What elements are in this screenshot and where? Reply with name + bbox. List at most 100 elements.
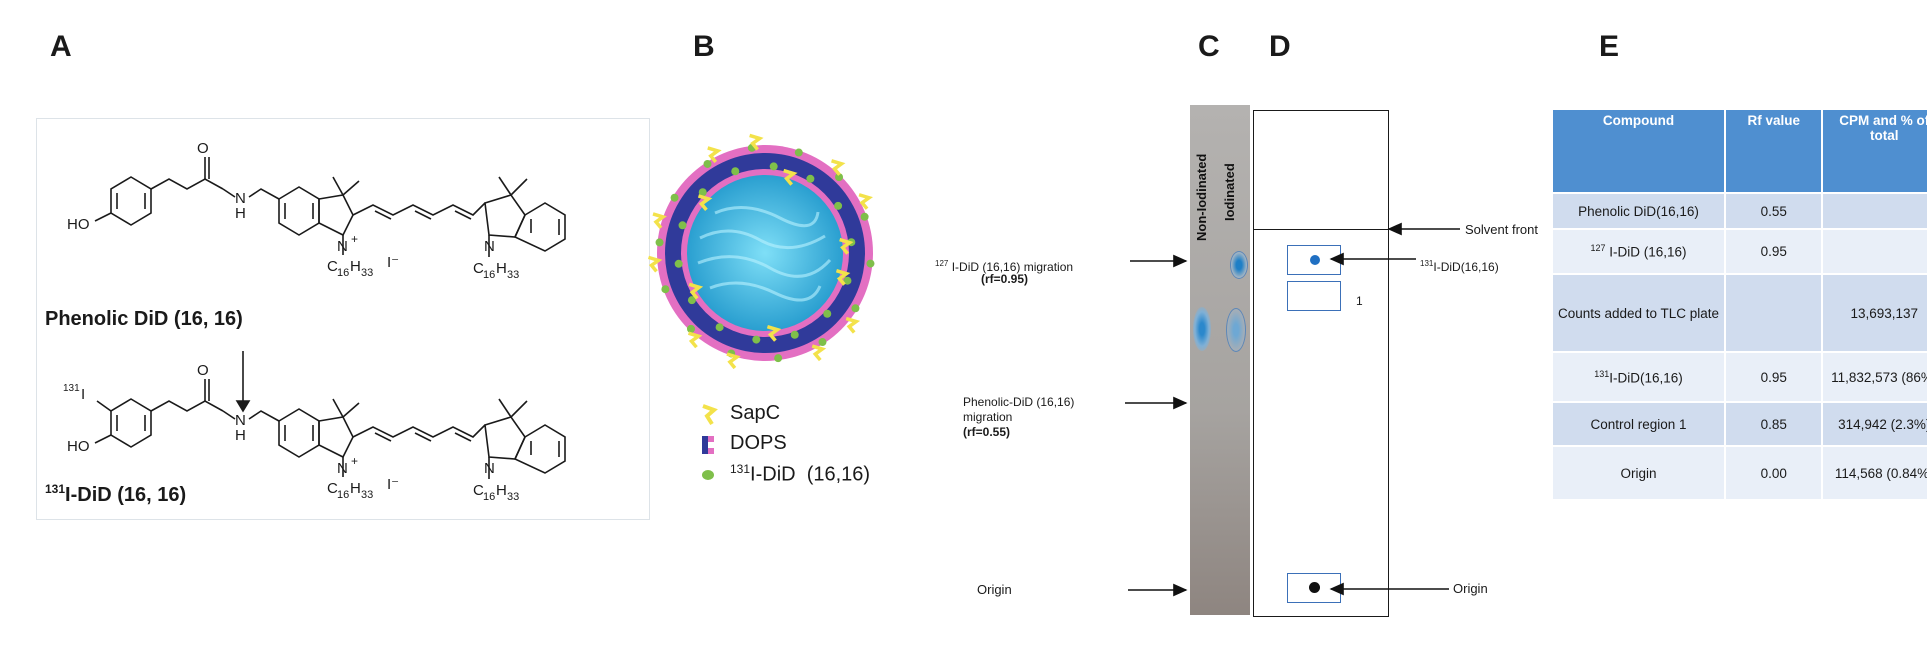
bottom-molecule — [94, 379, 566, 479]
chain-h-left: H — [350, 258, 361, 275]
indolium-n-label-2: N — [337, 460, 348, 477]
table-row: Counts added to TLC plate 13,693,137 — [1550, 273, 1927, 353]
label-solvent-front: Solvent front — [1465, 222, 1538, 237]
cell-rf: 0.95 — [1724, 351, 1824, 403]
label-127i-migration: 127 I-DiD (16,16) migration — [935, 259, 1074, 274]
chain-h-left-2: H — [350, 480, 361, 497]
table-row: 127 I-DiD (16,16) 0.95 — [1550, 228, 1927, 275]
chain-h-sub-left-2: 33 — [361, 489, 373, 501]
chain-c-right-2: C — [473, 482, 484, 499]
indolium-n-label: N — [337, 238, 348, 255]
sapc-mark — [858, 193, 873, 210]
nitrogen-label-2: N — [235, 412, 246, 429]
did-dot — [655, 238, 664, 247]
top-molecule — [94, 157, 566, 413]
cell-compound: Origin — [1550, 445, 1727, 501]
sapc-mark — [749, 133, 764, 151]
indoline-n-label-2: N — [484, 460, 495, 477]
chain-h-sub-right-2: 33 — [507, 491, 519, 503]
sapc-mark — [831, 159, 846, 176]
hydroxyl-label: HO — [67, 216, 90, 233]
label-origin-d: Origin — [1453, 581, 1488, 596]
sapc-mark — [783, 168, 798, 186]
label-origin-c: Origin — [977, 582, 1012, 597]
bottom-compound-name: 131I-DiD (16, 16) — [45, 482, 186, 506]
chain-c-left-2: C — [327, 480, 338, 497]
iodine-isotope: 131 — [63, 383, 80, 394]
cell-cpm — [1821, 228, 1927, 275]
chain-c-sub-right-2: 16 — [483, 491, 495, 503]
cell-compound: Control region 1 — [1550, 401, 1727, 447]
cell-rf — [1724, 273, 1824, 353]
legend-label-did: 131I-DiD (16,16) — [730, 462, 871, 486]
panel-a-structures: O N H HO N + I⁻ N C 16 H 33 C 16 H 33 Ph… — [36, 118, 650, 520]
cell-cpm: 114,568 (0.84%) — [1821, 445, 1927, 501]
did-dots — [655, 143, 875, 363]
iodine-label: I — [81, 386, 85, 403]
panel-label-a: A — [50, 30, 72, 63]
label-127i-rf: (rf=0.95) — [981, 272, 1029, 286]
cell-rf: 0.00 — [1724, 445, 1824, 501]
did-dot — [670, 193, 679, 202]
did-dot — [860, 212, 869, 221]
legend-label-dops: DOPS — [730, 432, 787, 454]
table-row: Phenolic DiD(16,16) 0.55 — [1550, 192, 1927, 230]
did-dot — [851, 304, 860, 313]
hydroxyl-label-2: HO — [67, 438, 90, 455]
top-compound-name: Phenolic DiD (16, 16) — [45, 308, 243, 330]
cell-compound: Phenolic DiD(16,16) — [1550, 192, 1727, 230]
did-dot — [703, 159, 712, 168]
solvent-front-line — [1254, 229, 1388, 230]
control-region-number: 1 — [1356, 294, 1363, 308]
control-region-box — [1287, 281, 1341, 311]
spot-phenolic-iodinated — [1226, 308, 1246, 352]
chain-h-sub-left: 33 — [361, 267, 373, 279]
did-dot — [843, 276, 852, 285]
did-dot — [678, 221, 687, 230]
spot-phenolic-noniodinated — [1193, 307, 1211, 351]
sapc-mark — [647, 255, 663, 273]
panel-label-b: B — [693, 30, 715, 63]
tlc-diagram: 1 — [1253, 110, 1389, 617]
did-dot — [818, 338, 827, 347]
chain-h-right-2: H — [496, 482, 507, 499]
oxygen-label: O — [197, 140, 209, 157]
panel-label-d: D — [1269, 30, 1291, 63]
header-rf: Rf value — [1724, 108, 1824, 194]
cell-rf: 0.85 — [1724, 401, 1824, 447]
spot-origin — [1309, 582, 1320, 593]
sapc-mark — [811, 344, 827, 362]
sapc-mark — [726, 352, 741, 370]
tlc-plate-image: Non-Iodinated Iodinated — [1190, 105, 1250, 615]
header-cpm: CPM and % of total — [1821, 108, 1927, 194]
cell-rf: 0.95 — [1724, 228, 1824, 275]
cell-compound: 127 I-DiD (16,16) — [1550, 228, 1727, 275]
table-row: Origin 0.00 114,568 (0.84%) — [1550, 445, 1927, 501]
cell-cpm — [1821, 192, 1927, 230]
sapc-mark — [839, 237, 854, 255]
did-dot — [661, 285, 670, 294]
aqueous-core — [687, 175, 843, 331]
did-dot — [698, 188, 707, 197]
did-dot — [752, 335, 761, 344]
header-compound: Compound — [1550, 108, 1727, 194]
liposome-diagram — [647, 133, 875, 370]
amide-h-label: H — [235, 205, 246, 222]
nitrogen-label: N — [235, 190, 246, 207]
did-dot — [687, 296, 696, 305]
oxygen-label-2: O — [197, 362, 209, 379]
did-icon — [702, 470, 714, 480]
chain-h-sub-right: 33 — [507, 269, 519, 281]
cell-cpm: 13,693,137 — [1821, 273, 1927, 353]
label-131i-did: 131I-DiD(16,16) — [1420, 259, 1499, 274]
cell-cpm: 314,942 (2.3%) — [1821, 401, 1927, 447]
did-dot — [834, 201, 843, 210]
sapc-mark — [687, 331, 703, 349]
table-header-row: Compound Rf value CPM and % of total — [1550, 108, 1927, 194]
dops-icon — [702, 436, 714, 454]
sapc-mark — [766, 324, 782, 342]
did-dot — [769, 162, 778, 171]
chain-c-sub-left-2: 16 — [337, 489, 349, 501]
label-phenolic-rf: (rf=0.55) — [963, 425, 1011, 439]
